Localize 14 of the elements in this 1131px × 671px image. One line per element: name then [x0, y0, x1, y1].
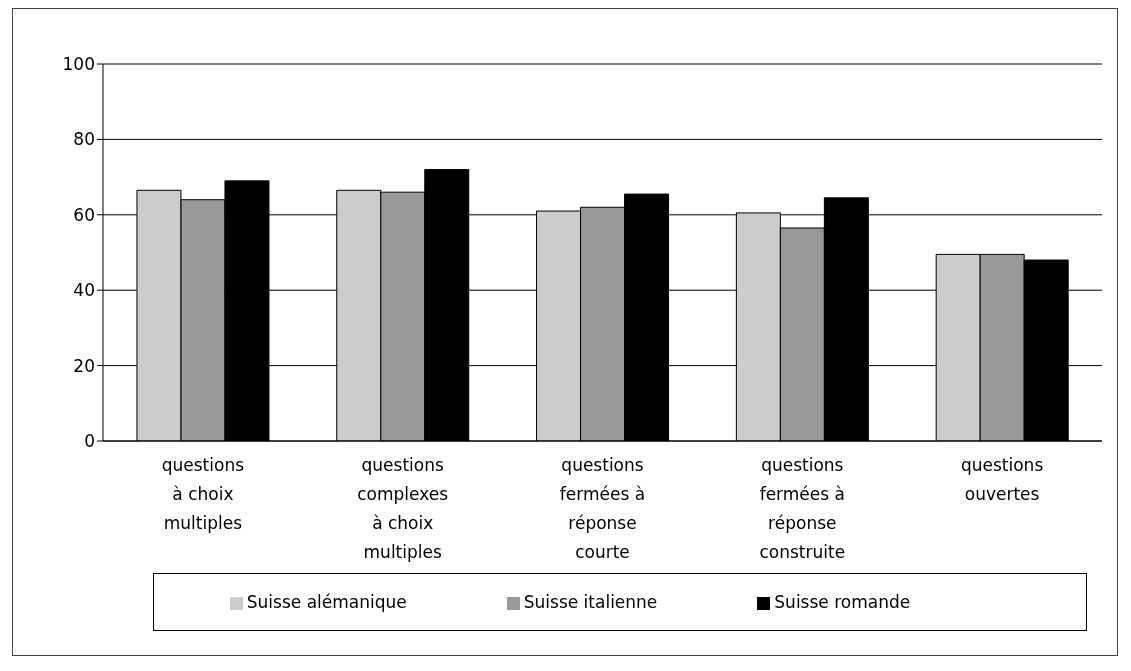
x-tick-label: questions ouvertes — [960, 455, 1044, 504]
x-tick-label: questions fermées à réponse construite — [759, 455, 846, 562]
y-tick-label: 80 — [73, 129, 95, 150]
y-tick-label: 0 — [84, 431, 95, 452]
y-tick-label: 100 — [62, 54, 95, 75]
y-tick-label: 20 — [73, 355, 95, 376]
y-tick-label: 40 — [73, 280, 95, 301]
legend-label: Suisse italienne — [523, 592, 658, 612]
legend-label: Suisse alémanique — [246, 592, 407, 612]
x-tick-label: questions à choix multiples — [161, 455, 245, 533]
legend-label: Suisse romande — [774, 592, 911, 612]
x-tick-label: questions fermées à réponse courte — [559, 455, 646, 562]
y-tick-label: 60 — [73, 204, 95, 225]
x-tick-label: questions complexes à choix multiples — [357, 455, 449, 562]
